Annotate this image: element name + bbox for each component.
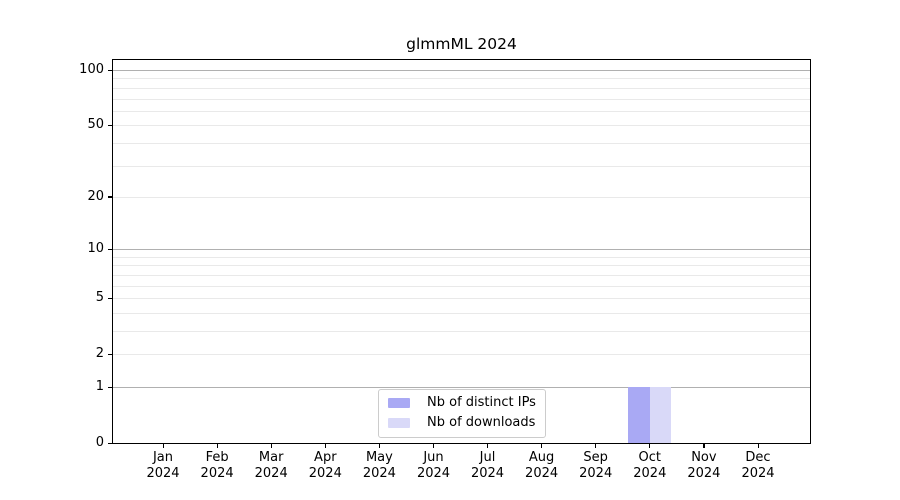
y-gridline-minor-60 bbox=[113, 110, 810, 112]
y-tick-mark-20 bbox=[108, 196, 113, 198]
y-gridline-minor-9 bbox=[113, 256, 810, 258]
y-tick-label-5: 5 bbox=[95, 290, 104, 306]
year-label: 2024 bbox=[362, 466, 396, 481]
x-tick-label-feb: Feb 2024 bbox=[187, 450, 247, 482]
y-tick-label-10: 10 bbox=[87, 241, 104, 257]
x-tick-mark-feb bbox=[216, 444, 218, 448]
y-tick-mark-100 bbox=[108, 69, 113, 71]
y-gridline-major-100 bbox=[113, 70, 810, 71]
y-gridline-minor-40 bbox=[113, 142, 810, 144]
year-label: 2024 bbox=[525, 466, 559, 481]
month-label: May bbox=[365, 450, 393, 465]
year-label: 2024 bbox=[741, 466, 775, 481]
plot-area: Nb of distinct IPs Nb of downloads bbox=[113, 60, 810, 443]
y-gridline-minor-7 bbox=[113, 274, 810, 276]
x-tick-label-apr: Apr 2024 bbox=[295, 450, 355, 482]
legend-swatch-downloads bbox=[388, 418, 410, 428]
legend-item-distinct-ips: Nb of distinct IPs bbox=[388, 395, 536, 411]
y-gridline-major-1 bbox=[113, 387, 810, 388]
legend-label-distinct-ips: Nb of distinct IPs bbox=[427, 395, 536, 410]
y-gridline-minor-4 bbox=[113, 312, 810, 314]
year-label: 2024 bbox=[200, 466, 234, 481]
y-tick-label-20: 20 bbox=[87, 188, 104, 204]
year-label: 2024 bbox=[633, 466, 667, 481]
year-label: 2024 bbox=[146, 466, 180, 481]
x-tick-label-jan: Jan 2024 bbox=[133, 450, 193, 482]
x-tick-label-dec: Dec 2024 bbox=[728, 450, 788, 482]
year-label: 2024 bbox=[308, 466, 342, 481]
x-tick-label-sep: Sep 2024 bbox=[566, 450, 626, 482]
x-tick-mark-jan bbox=[162, 444, 164, 448]
x-tick-label-jul: Jul 2024 bbox=[458, 450, 518, 482]
month-label: Nov bbox=[691, 450, 717, 465]
y-tick-label-1: 1 bbox=[95, 379, 104, 394]
x-tick-mark-sep bbox=[595, 444, 597, 448]
y-tick-mark-10 bbox=[108, 248, 113, 250]
x-tick-label-oct: Oct 2024 bbox=[620, 450, 680, 482]
month-label: Oct bbox=[638, 450, 662, 465]
month-label: Jul bbox=[479, 450, 496, 465]
month-label: Aug bbox=[528, 450, 555, 465]
y-tick-label-50: 50 bbox=[87, 117, 104, 133]
legend-item-downloads: Nb of downloads bbox=[388, 415, 536, 431]
plot-border bbox=[112, 59, 811, 444]
x-tick-mark-may bbox=[378, 444, 381, 448]
y-gridline-minor-6 bbox=[113, 285, 810, 287]
y-tick-label-100: 100 bbox=[79, 62, 104, 77]
y-gridline-minor-3 bbox=[113, 331, 810, 332]
y-gridline-minor-90 bbox=[113, 78, 810, 80]
y-gridline-minor-5 bbox=[113, 298, 810, 300]
y-gridline-major-10 bbox=[113, 249, 810, 251]
x-tick-mark-aug bbox=[541, 444, 543, 448]
year-label: 2024 bbox=[579, 466, 613, 481]
bar-downloads-oct bbox=[649, 387, 672, 443]
month-label: Jan bbox=[152, 450, 174, 465]
y-tick-mark-2 bbox=[108, 353, 113, 355]
x-tick-mark-mar bbox=[270, 444, 272, 448]
y-tick-mark-50 bbox=[108, 124, 113, 126]
year-label: 2024 bbox=[687, 466, 721, 481]
y-gridline-minor-30 bbox=[113, 165, 810, 167]
x-tick-label-nov: Nov 2024 bbox=[674, 450, 734, 482]
month-label: Apr bbox=[314, 450, 337, 465]
y-gridline-minor-20 bbox=[113, 196, 810, 198]
x-tick-mark-apr bbox=[324, 444, 326, 448]
legend: Nb of distinct IPs Nb of downloads bbox=[378, 389, 546, 438]
month-label: Mar bbox=[258, 450, 284, 465]
y-gridline-minor-8 bbox=[113, 265, 810, 267]
legend-label-downloads: Nb of downloads bbox=[427, 415, 536, 430]
x-tick-mark-jun bbox=[433, 444, 435, 448]
y-gridline-minor-50 bbox=[113, 125, 810, 127]
x-tick-label-may: May 2024 bbox=[349, 450, 409, 482]
x-tick-mark-nov bbox=[703, 444, 705, 448]
y-gridline-minor-70 bbox=[113, 98, 810, 100]
month-label: Sep bbox=[583, 450, 608, 465]
y-tick-mark-5 bbox=[108, 297, 113, 299]
y-tick-label-0: 0 bbox=[95, 435, 104, 450]
y-tick-label-2: 2 bbox=[95, 346, 104, 362]
y-gridline-minor-80 bbox=[113, 87, 810, 89]
bar-distinct-ips-oct bbox=[628, 387, 650, 443]
y-gridline-minor-2 bbox=[113, 354, 810, 356]
x-tick-mark-jul bbox=[487, 444, 489, 448]
month-label: Jun bbox=[423, 450, 444, 465]
chart-title: glmmML 2024 bbox=[406, 35, 517, 53]
legend-swatch-distinct-ips bbox=[388, 398, 410, 408]
year-label: 2024 bbox=[416, 466, 451, 481]
x-tick-mark-oct bbox=[649, 444, 651, 448]
x-tick-label-mar: Mar 2024 bbox=[241, 450, 301, 482]
x-tick-label-jun: Jun 2024 bbox=[404, 450, 464, 482]
month-label: Dec bbox=[745, 450, 771, 465]
x-tick-mark-dec bbox=[757, 444, 759, 448]
y-tick-mark-0 bbox=[108, 442, 113, 444]
month-label: Feb bbox=[205, 450, 229, 465]
year-label: 2024 bbox=[470, 466, 505, 481]
x-tick-label-aug: Aug 2024 bbox=[512, 450, 572, 482]
year-label: 2024 bbox=[254, 466, 288, 481]
y-tick-mark-1 bbox=[108, 386, 113, 388]
